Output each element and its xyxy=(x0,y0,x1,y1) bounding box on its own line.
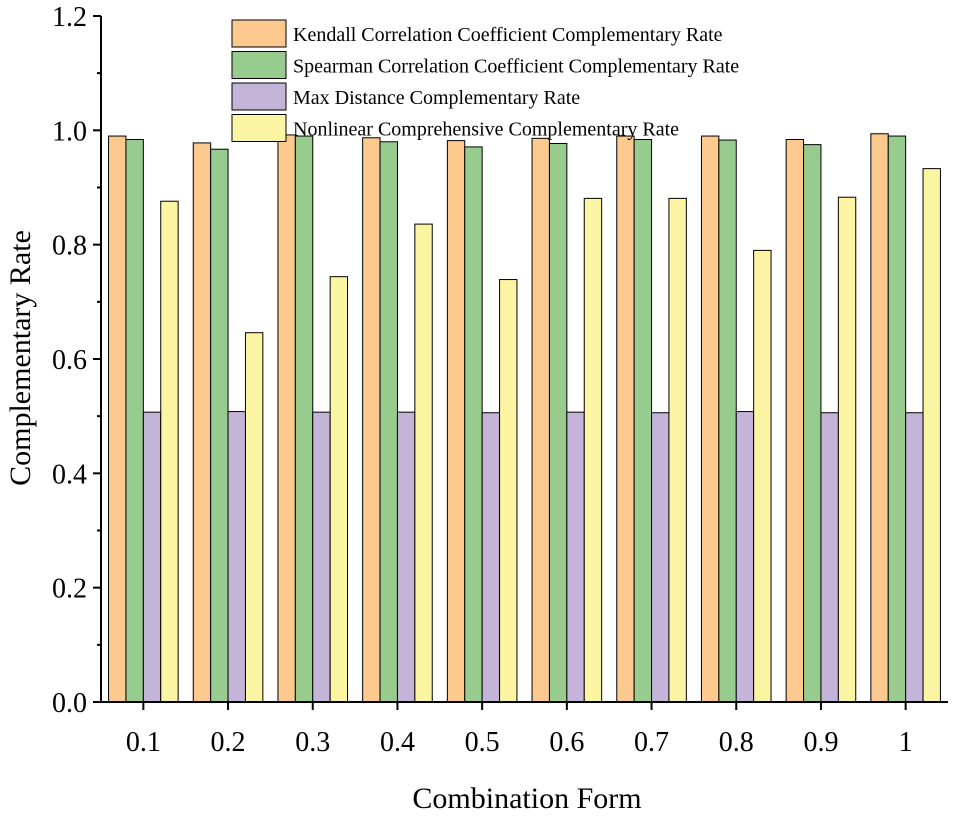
bar-series-4-cat-0.7 xyxy=(668,197,687,703)
bar-series-4-cat-1 xyxy=(922,168,941,703)
bar-series-3-cat-0.9 xyxy=(820,412,839,703)
x-tick-label: 0.5 xyxy=(465,727,500,758)
bar-series-3-cat-0.6 xyxy=(566,411,585,703)
legend-label-3: Max Distance Complementary Rate xyxy=(293,87,580,109)
bar-series-2-cat-0.1 xyxy=(125,138,144,703)
legend-swatch-1 xyxy=(231,19,287,48)
bar-series-4-cat-0.9 xyxy=(837,196,857,703)
bar-series-1-cat-0.6 xyxy=(531,137,550,703)
legend-swatch-3 xyxy=(231,82,287,111)
x-tick-label: 0.9 xyxy=(803,727,838,758)
legend-label-2: Spearman Correlation Coefficient Complem… xyxy=(293,56,739,78)
bar-series-3-cat-0.8 xyxy=(735,411,755,703)
bar-series-1-cat-0.9 xyxy=(785,138,805,703)
bar-series-3-cat-1 xyxy=(905,412,924,703)
bar-series-3-cat-0.5 xyxy=(481,412,501,703)
axes: 0.0 0.2 0.4 0.6 0.8 1.0 1.2 0.1 0.2 0.3 0.4 0.5 0.6 0… xyxy=(52,2,948,758)
legend-swatch-2 xyxy=(231,51,287,79)
x-tick-label: 1 xyxy=(899,727,913,758)
bar-series-1-cat-0.1 xyxy=(108,135,127,703)
x-tick-label: 0.6 xyxy=(549,727,584,758)
bar-series-1-cat-0.2 xyxy=(192,142,212,703)
bar-series-2-cat-0.3 xyxy=(294,135,314,703)
bar-series-3-cat-0.3 xyxy=(312,411,331,703)
y-tick-label: 0.4 xyxy=(52,459,87,490)
x-axis-title: Combination Form xyxy=(412,782,641,813)
bar-series-2-cat-0.5 xyxy=(464,146,483,703)
bar-series-1-cat-1 xyxy=(870,133,889,703)
x-tick-label: 0.7 xyxy=(634,727,669,758)
y-tick-label: 1.0 xyxy=(52,116,87,147)
bar-series-4-cat-0.8 xyxy=(753,249,772,703)
bar-series-1-cat-0.4 xyxy=(362,137,381,703)
bar-series-4-cat-0.4 xyxy=(414,223,433,703)
bar-series-3-cat-0.1 xyxy=(142,411,162,703)
legend-label-1: Kendall Correlation Coefficient Compleme… xyxy=(293,24,723,46)
x-tick-label: 0.2 xyxy=(211,727,246,758)
bar-series-4-cat-0.6 xyxy=(583,197,603,703)
bar-series-3-cat-0.4 xyxy=(396,411,416,703)
y-tick-label: 0.2 xyxy=(52,574,87,605)
bar-series-1-cat-0.7 xyxy=(616,135,635,703)
bar-series-3-cat-0.2 xyxy=(227,411,246,703)
bar-series-2-cat-0.4 xyxy=(379,141,398,703)
x-tick-label: 0.8 xyxy=(719,727,754,758)
bar-series-2-cat-0.2 xyxy=(210,148,229,703)
legend-swatch-4 xyxy=(231,114,287,142)
bar-series-4-cat-0.3 xyxy=(329,276,349,703)
bar-series-4-cat-0.1 xyxy=(160,200,179,703)
bar-series-1-cat-0.3 xyxy=(277,134,296,703)
y-axis-title: Complementary Rate xyxy=(4,230,37,486)
bar-series-2-cat-0.9 xyxy=(803,144,822,703)
y-tick-label: 0.0 xyxy=(52,688,87,719)
legend-label-4: Nonlinear Comprehensive Complementary Ra… xyxy=(293,119,679,141)
bar-series-2-cat-0.8 xyxy=(718,139,737,703)
y-tick-label: 0.6 xyxy=(52,345,87,376)
bars-layer xyxy=(108,133,941,703)
bar-series-1-cat-0.8 xyxy=(700,135,720,703)
x-tick-label: 0.3 xyxy=(295,727,330,758)
bar-series-1-cat-0.5 xyxy=(446,140,466,703)
x-tick-label: 0.4 xyxy=(380,727,415,758)
bar-series-2-cat-0.6 xyxy=(548,142,568,703)
bar-series-2-cat-0.7 xyxy=(633,138,653,703)
legend: Kendall Correlation Coefficient Compleme… xyxy=(231,19,739,142)
bar-series-3-cat-0.7 xyxy=(651,412,670,703)
x-tick-label: 0.1 xyxy=(126,727,161,758)
bar-series-4-cat-0.2 xyxy=(244,332,264,703)
y-tick-label: 1.2 xyxy=(52,2,87,33)
bar-series-4-cat-0.5 xyxy=(499,279,518,703)
y-tick-label: 0.8 xyxy=(52,231,87,262)
bar-series-2-cat-1 xyxy=(887,135,907,703)
